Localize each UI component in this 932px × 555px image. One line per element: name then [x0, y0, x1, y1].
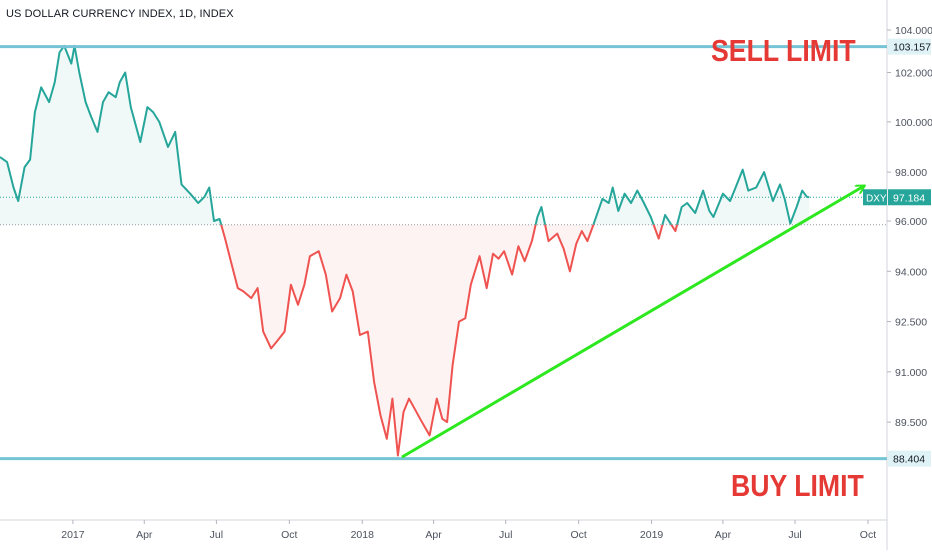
price-line-above: [0, 44, 810, 225]
x-tick-label-0: 2017: [61, 529, 85, 541]
y-tick-label-2: 100.000: [895, 117, 932, 129]
sell-limit-label: SELL LIMIT: [711, 33, 856, 68]
y-tick-label-6: 92.500: [895, 317, 927, 329]
x-tick-label-4: 2018: [351, 529, 375, 541]
y-tick-label-0: 104.000: [895, 25, 932, 37]
x-tick-label-9: Apr: [715, 529, 732, 541]
sell-limit-tag-bg: [888, 38, 931, 55]
chart-title: US DOLLAR CURRENCY INDEX, 1D, INDEX: [6, 8, 234, 20]
y-tick-label-1: 102.000: [895, 68, 932, 80]
sell-limit-tag: 103.157: [893, 42, 931, 54]
x-tick-label-6: Jul: [499, 529, 512, 541]
x-tick-label-8: 2019: [640, 529, 664, 541]
y-tick-label-3: 98.000: [895, 167, 927, 179]
symbol-tag: DXY: [866, 193, 887, 204]
buy-limit-label: BUY LIMIT: [731, 468, 864, 503]
x-tick-label-10: Jul: [788, 529, 801, 541]
area-above-baseline: [0, 45, 810, 225]
buy-limit-tag: 88.404: [893, 454, 925, 466]
last-value-tag-bg: [888, 189, 931, 206]
y-tick-label-5: 94.000: [895, 266, 927, 278]
area-below-baseline: [0, 224, 810, 456]
y-tick-label-8: 89.500: [895, 417, 927, 429]
trendline: [401, 186, 864, 459]
x-tick-label-2: Jul: [210, 529, 223, 541]
x-tick-label-5: Apr: [425, 529, 442, 541]
x-tick-label-11: Oct: [860, 529, 876, 541]
last-value-tag: 97.184: [893, 192, 925, 204]
price-line-below: [220, 224, 679, 457]
y-tick-label-7: 91.000: [895, 367, 927, 379]
x-tick-label-7: Oct: [570, 529, 586, 541]
y-tick-label-4: 96.000: [895, 216, 927, 228]
symbol-tag-bg: [863, 189, 887, 206]
x-tick-label-1: Apr: [136, 529, 153, 541]
x-tick-label-3: Oct: [281, 529, 297, 541]
buy-limit-tag-bg: [888, 450, 931, 467]
